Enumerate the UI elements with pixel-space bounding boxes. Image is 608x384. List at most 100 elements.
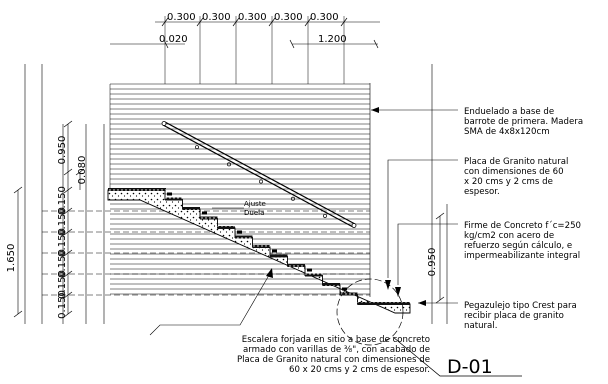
rail-bracket bbox=[227, 162, 231, 167]
dim-top-step: 0.300 bbox=[274, 12, 303, 23]
note-line: SMA de 4x8x120cm bbox=[464, 127, 550, 137]
step-tags bbox=[167, 192, 347, 291]
rail-bracket bbox=[259, 179, 263, 184]
dim-riser: 0.150 bbox=[57, 228, 68, 257]
top-dimension-ticks bbox=[161, 17, 348, 27]
handrail-end-bottom bbox=[351, 223, 357, 228]
dim-riser: 0.150 bbox=[57, 207, 68, 236]
second-tick-3 bbox=[373, 39, 379, 49]
leader-pegazulejo bbox=[418, 300, 458, 306]
note-line: x 20 cms y 2 cms de bbox=[464, 177, 553, 187]
granite-tread bbox=[322, 283, 340, 286]
dim-top-step: 0.300 bbox=[238, 12, 267, 23]
note-line: barrote de primera. Madera bbox=[464, 117, 583, 127]
note-line: Placa de Granito natural con dimensiones… bbox=[237, 355, 430, 365]
rail-bracket bbox=[291, 196, 295, 201]
dim-rail-right: 0.950 bbox=[427, 248, 438, 277]
riser-tick bbox=[63, 186, 73, 194]
second-tick-2 bbox=[289, 39, 295, 49]
granite-top-landing bbox=[108, 188, 166, 191]
top-tick bbox=[161, 17, 169, 27]
granite-tread bbox=[217, 226, 235, 229]
right-tick-1 bbox=[435, 212, 445, 220]
handrail-bottom bbox=[162, 124, 354, 228]
leader-placa bbox=[385, 159, 458, 290]
label-duela: Duela bbox=[244, 209, 264, 217]
riser-tick bbox=[63, 310, 73, 318]
detail-callout-leader bbox=[392, 336, 522, 377]
handrail-top bbox=[164, 121, 356, 225]
granite-tread bbox=[270, 254, 288, 258]
granite-tread bbox=[287, 264, 305, 267]
second-tick-1 bbox=[163, 39, 169, 49]
granite-tread bbox=[235, 235, 253, 239]
leader-firme bbox=[395, 223, 458, 297]
level-dashed-lines bbox=[42, 210, 370, 296]
dim-riser: 0.150 bbox=[57, 290, 68, 319]
granite-tread bbox=[357, 302, 410, 305]
riser-tick bbox=[63, 291, 73, 299]
dim-rail-outer: 0.950 bbox=[57, 136, 68, 165]
note-line: refuerzo según cálculo, e bbox=[464, 241, 572, 251]
rail-bracket bbox=[323, 213, 327, 218]
dim-top-step: 0.300 bbox=[202, 12, 231, 23]
note-line: Escalera forjada en sitio a base de conc… bbox=[242, 335, 430, 345]
note-line: impermeabilizante integral bbox=[464, 251, 580, 261]
dim-total-height: 1.650 bbox=[6, 244, 17, 273]
top-tick bbox=[232, 17, 240, 27]
dim-riser: 0.150 bbox=[57, 186, 68, 215]
step-marker bbox=[342, 287, 347, 291]
handrail-end-top bbox=[161, 121, 167, 126]
dim-riser: 0.150 bbox=[57, 249, 68, 278]
riser-tick bbox=[63, 228, 73, 236]
leader-enduelado bbox=[371, 107, 458, 113]
top-guide-lines bbox=[164, 16, 345, 84]
riser-tick bbox=[63, 249, 73, 257]
note-line: armado con varillas de ⅜", con acabado d… bbox=[243, 345, 430, 355]
note-enduelado: Enduelado a base de barrote de primera. M… bbox=[464, 107, 583, 137]
top-tick bbox=[268, 17, 276, 27]
riser-tick bbox=[63, 207, 73, 215]
top-dimension-texts: 0.300 0.300 0.300 0.300 0.300 bbox=[167, 12, 339, 23]
leader-escalera bbox=[149, 268, 273, 336]
note-line: Enduelado a base de bbox=[464, 107, 554, 117]
step-marker bbox=[202, 211, 207, 215]
granite-tread-finish bbox=[108, 188, 410, 305]
total-tick-bottom bbox=[13, 310, 23, 318]
granite-tread bbox=[252, 245, 270, 248]
granite-tread bbox=[182, 207, 200, 210]
note-line: kg/cm2 con acero de bbox=[464, 231, 554, 241]
top-tick bbox=[196, 17, 204, 27]
note-line: espesor. bbox=[464, 187, 500, 197]
handrail-brackets bbox=[195, 145, 327, 218]
total-tick-top bbox=[13, 186, 23, 194]
step-marker bbox=[237, 230, 242, 234]
dim-top-step: 0.300 bbox=[167, 12, 196, 23]
note-line: natural. bbox=[464, 321, 497, 331]
detail-callout-circle bbox=[336, 278, 404, 346]
granite-tread bbox=[200, 216, 218, 220]
dim-rail-inner: 0.080 bbox=[77, 156, 88, 185]
label-adjust: Ajuste bbox=[244, 200, 266, 208]
step-marker bbox=[167, 192, 172, 196]
step-marker bbox=[272, 249, 277, 253]
note-line: 60 x 20 cms y 2 cms de espesor. bbox=[289, 365, 430, 375]
riser-dimension-ticks bbox=[63, 186, 73, 318]
note-line: Firme de Concreto f´c=250 bbox=[464, 220, 581, 231]
rail-bracket bbox=[195, 145, 199, 150]
step-marker bbox=[307, 268, 312, 272]
note-escalera: Escalera forjada en sitio a base de conc… bbox=[237, 335, 430, 375]
note-line: Placa de Granito natural bbox=[464, 157, 568, 167]
rail-tick-1 bbox=[63, 120, 73, 128]
granite-tread bbox=[305, 273, 323, 277]
top-tick bbox=[340, 17, 348, 27]
note-line: recibir placa de granito bbox=[464, 311, 564, 321]
note-line: Pegazulejo tipo Crest para bbox=[464, 301, 577, 311]
riser-tick bbox=[63, 270, 73, 278]
dim-second-left: 0.020 bbox=[159, 34, 188, 45]
dim-second-right: 1.200 bbox=[318, 34, 347, 45]
detail-tag: D-01 bbox=[447, 356, 493, 378]
rail-tick-3 bbox=[75, 168, 85, 176]
